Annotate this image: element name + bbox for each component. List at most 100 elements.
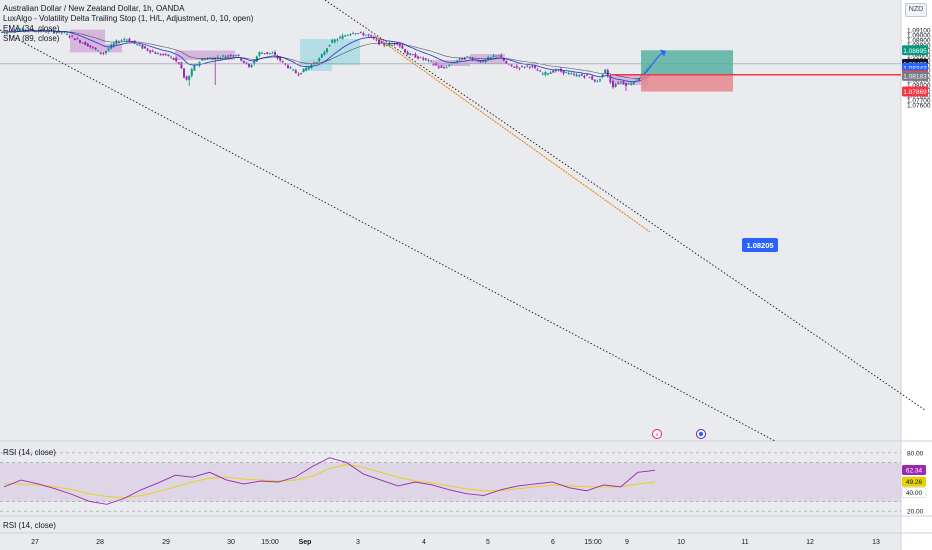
candle-body (71, 35, 74, 37)
candle-body (365, 34, 367, 36)
time-tick-label: 4 (422, 539, 426, 546)
price-badge (902, 86, 928, 97)
time-tick-label: 10 (677, 539, 685, 546)
time-tick-label: 29 (162, 539, 170, 546)
flag-event-dot (698, 431, 704, 437)
candle-body (567, 72, 570, 74)
candle-body (341, 35, 344, 40)
ema-line (1, 30, 650, 83)
candle-body (292, 69, 295, 71)
candle-body (437, 66, 440, 68)
candle-body (315, 62, 318, 64)
candle-body (630, 83, 633, 85)
candle-body (206, 58, 209, 60)
candle-body (380, 41, 383, 44)
time-tick-label: 27 (31, 539, 39, 546)
candle-body (105, 51, 107, 54)
candle-body (92, 46, 94, 48)
rsi-line (3, 457, 656, 505)
candle-body (58, 30, 61, 33)
candle-body (1, 32, 3, 33)
candle-body (482, 60, 484, 63)
candle-body (21, 28, 24, 31)
candle-body (614, 84, 617, 88)
candle-body (625, 83, 627, 86)
time-tick-label: 3 (356, 539, 360, 546)
candle-body (300, 72, 302, 74)
rsi-value-label: 62.34 (906, 468, 923, 475)
trailing-stop-zone (175, 50, 235, 60)
candle-body (294, 70, 297, 74)
candle-body (258, 51, 261, 56)
candle-body (547, 73, 549, 75)
candle-body (573, 73, 575, 75)
candle-body (34, 31, 37, 33)
candle-body (253, 60, 256, 64)
channel-upper-line (324, 0, 926, 411)
candle-body (513, 67, 516, 68)
candle-body (151, 51, 154, 52)
candle-body (271, 52, 274, 54)
candle-body (414, 54, 417, 58)
candle-body (79, 40, 81, 43)
candle-body (497, 55, 500, 57)
candle-body (63, 32, 66, 34)
candle-body (619, 81, 622, 83)
time-tick-label: 13 (872, 539, 880, 546)
symbol-title[interactable]: Australian Dollar / New Zealand Dollar, … (3, 4, 185, 13)
indicator-legend-sma[interactable]: SMA (89, close) (3, 34, 60, 43)
rsi-legend[interactable]: RSI (14, close) (3, 448, 56, 457)
candle-body (565, 72, 568, 73)
candle-body (352, 33, 354, 35)
candle-body (593, 79, 596, 82)
candle-body (419, 56, 422, 58)
candle-body (123, 39, 126, 41)
time-tick-label: 11 (741, 539, 748, 546)
candle-body (222, 55, 224, 57)
candle-body (120, 40, 123, 42)
candle-body (263, 53, 266, 54)
candle-body (307, 66, 310, 70)
candle-body (635, 79, 638, 81)
price-tick-label: 1.09000 (907, 33, 931, 40)
candle-body (391, 43, 393, 45)
candle-body (518, 67, 521, 69)
trailing-stop-zone (432, 60, 470, 66)
candle-body (479, 60, 482, 63)
candle-body (339, 36, 341, 38)
candle-body (539, 70, 542, 72)
candle-body (404, 49, 406, 53)
candle-body (266, 52, 269, 54)
price-tick-label: 1.08600 (907, 53, 931, 60)
candle-body (172, 57, 175, 60)
currency-button[interactable]: NZD (905, 3, 927, 17)
candle-body (289, 67, 292, 69)
rsi-legend-secondary[interactable]: RSI (14, close) (3, 521, 56, 530)
price-badge-label: 1.08183 (903, 73, 927, 80)
candle-body (622, 81, 625, 85)
candle-body (245, 62, 248, 64)
candle-body (216, 56, 219, 58)
candle-body (354, 33, 357, 35)
candle-body (131, 41, 133, 43)
candle-body (99, 52, 102, 54)
candle-body (401, 45, 404, 49)
candle-body (73, 38, 76, 41)
candle-body (24, 29, 27, 31)
sma-line (1, 30, 650, 79)
candle-body (331, 40, 334, 43)
candle-body (29, 29, 32, 31)
candle-body (333, 39, 336, 43)
price-tick-label: 1.07600 (907, 103, 931, 110)
candle-body (466, 56, 469, 58)
candle-body (505, 61, 508, 64)
candle-body (214, 57, 217, 59)
candle-body (502, 58, 505, 61)
candle-body (580, 74, 583, 76)
indicator-legend-trailing-stop[interactable]: LuxAlgo - Volatility Delta Trailing Stop… (3, 14, 254, 23)
candle-body (97, 50, 100, 52)
indicator-legend-ema[interactable]: EMA (34, close) (3, 24, 60, 33)
candle-body (190, 69, 193, 76)
candle-body (492, 55, 495, 57)
